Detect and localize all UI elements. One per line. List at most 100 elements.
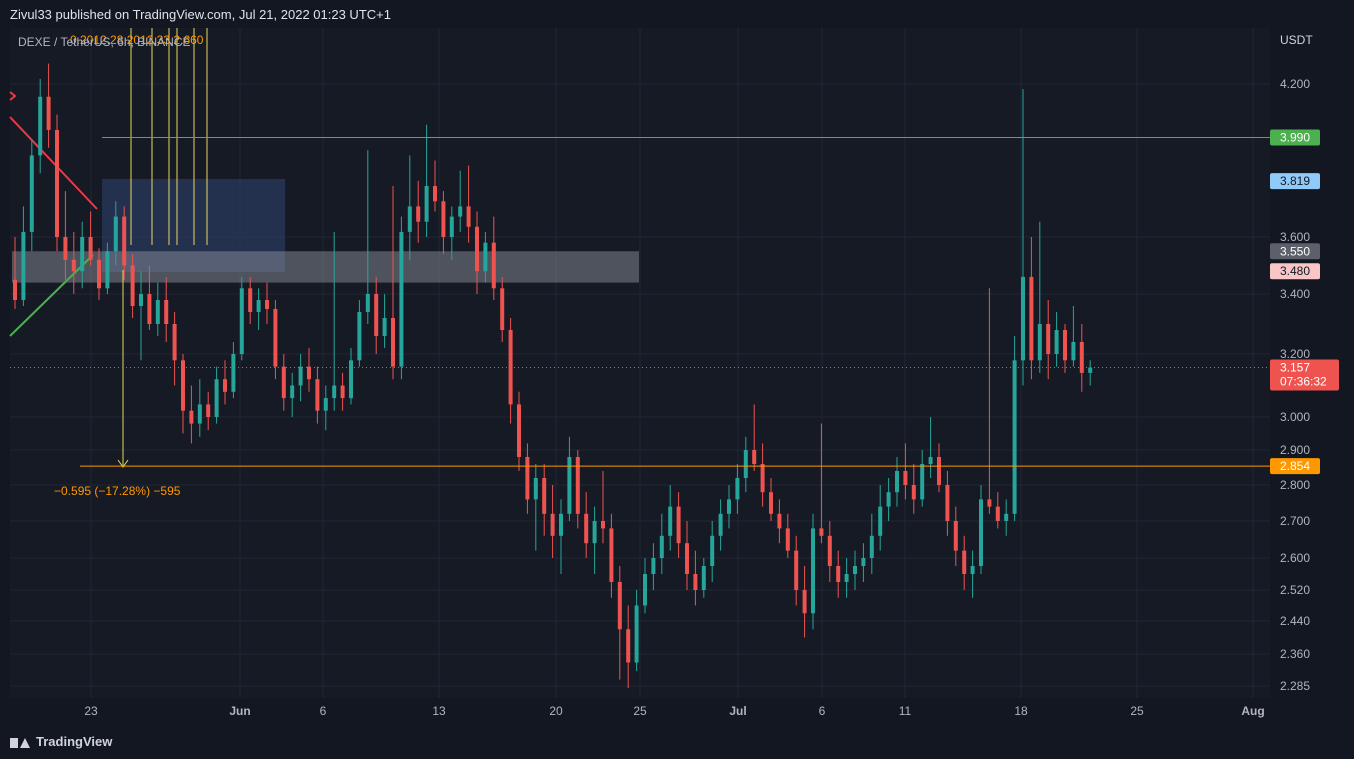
candle — [256, 288, 261, 330]
candle — [357, 300, 362, 367]
candle — [181, 354, 185, 434]
candle — [449, 206, 454, 260]
y-tick-label: 2.285 — [1280, 679, 1310, 693]
candle — [155, 282, 160, 336]
y-tick-label: 2.700 — [1280, 514, 1310, 528]
candle — [584, 492, 589, 558]
candle — [769, 478, 773, 521]
candle — [517, 391, 521, 471]
candle — [458, 170, 463, 232]
candle — [1004, 499, 1009, 536]
candle — [407, 155, 412, 260]
x-tick-label: 18 — [1014, 704, 1028, 718]
candle — [433, 160, 437, 212]
y-tick-label: 2.440 — [1280, 614, 1310, 628]
candle — [567, 436, 572, 521]
y-tick-label: 2.600 — [1280, 551, 1310, 565]
trendline-red[interactable] — [9, 116, 98, 210]
y-tick-label: 3.200 — [1280, 347, 1310, 361]
candle — [332, 231, 337, 411]
candle — [147, 265, 152, 330]
candle — [836, 550, 841, 598]
candle — [752, 404, 757, 471]
candle — [416, 180, 421, 243]
x-tick-label: 25 — [633, 704, 647, 718]
candle — [601, 471, 605, 544]
candle — [399, 216, 404, 380]
candle — [542, 464, 547, 536]
candle — [861, 543, 866, 582]
y-tick-label: 3.400 — [1280, 287, 1310, 301]
candle — [953, 506, 958, 566]
candle — [903, 443, 908, 500]
candle — [643, 558, 647, 614]
candle — [113, 201, 118, 266]
candle — [382, 294, 387, 348]
level-value: 3.990 — [1280, 131, 1310, 145]
candle — [685, 521, 689, 590]
x-tick-label: 6 — [320, 704, 327, 718]
candle — [63, 191, 68, 280]
candle — [735, 464, 740, 514]
candle — [844, 558, 849, 598]
candle — [1029, 237, 1034, 380]
candle — [802, 566, 807, 638]
candle — [743, 436, 748, 493]
zone-rectangle-gray[interactable] — [12, 251, 639, 283]
candle — [97, 248, 101, 300]
bar-countdown: 07:36:32 — [1280, 375, 1327, 389]
currency-unit[interactable]: USDT — [1280, 33, 1313, 47]
candle — [391, 186, 395, 380]
candle — [281, 354, 286, 411]
x-tick-label: 6 — [819, 704, 826, 718]
candle — [315, 366, 320, 424]
candle — [853, 550, 857, 590]
candle — [920, 450, 925, 507]
candle — [693, 550, 698, 606]
y-tick-label: 3.600 — [1280, 230, 1310, 244]
candle — [886, 478, 891, 521]
x-tick-label: 13 — [432, 704, 446, 718]
footer-brand: TradingView — [36, 734, 113, 749]
y-tick-label: 4.200 — [1280, 77, 1310, 91]
candle — [88, 211, 93, 266]
x-tick-label: 20 — [549, 704, 563, 718]
tradingview-footer[interactable]: TradingView — [10, 734, 112, 749]
candle — [374, 276, 379, 354]
candle — [441, 191, 446, 255]
candle — [869, 513, 874, 574]
candle — [1021, 89, 1025, 386]
candle — [1063, 324, 1067, 373]
measure-arrow-head — [117, 459, 129, 468]
candle — [659, 513, 664, 574]
y-tick-label: 2.520 — [1280, 583, 1310, 597]
trendline-green[interactable] — [9, 254, 94, 337]
candle — [122, 206, 127, 280]
candle — [365, 150, 370, 324]
candle — [995, 492, 1000, 529]
grid-lines — [10, 28, 1270, 698]
candle — [676, 492, 681, 558]
candle — [130, 254, 135, 318]
candle — [1088, 360, 1093, 386]
tradingview-logo-icon — [10, 736, 30, 748]
candle — [878, 485, 883, 551]
candle — [651, 543, 656, 590]
candle — [979, 485, 983, 574]
candle — [617, 566, 622, 680]
candle — [718, 499, 723, 551]
publish-header: Zivul33 published on TradingView.com, Ju… — [10, 7, 391, 22]
candle — [508, 318, 513, 424]
time-axis[interactable] — [10, 698, 1270, 725]
candle — [273, 300, 278, 380]
candle — [80, 221, 85, 289]
candle — [1079, 324, 1084, 392]
candle — [223, 360, 227, 405]
candle — [760, 443, 765, 507]
candle — [307, 348, 311, 392]
symbol-label[interactable]: DEXE / TetherUS, 6h, BINANCE — [18, 35, 191, 49]
y-tick-label: 3.000 — [1280, 410, 1310, 424]
candle — [1054, 312, 1059, 367]
candle — [575, 450, 580, 529]
